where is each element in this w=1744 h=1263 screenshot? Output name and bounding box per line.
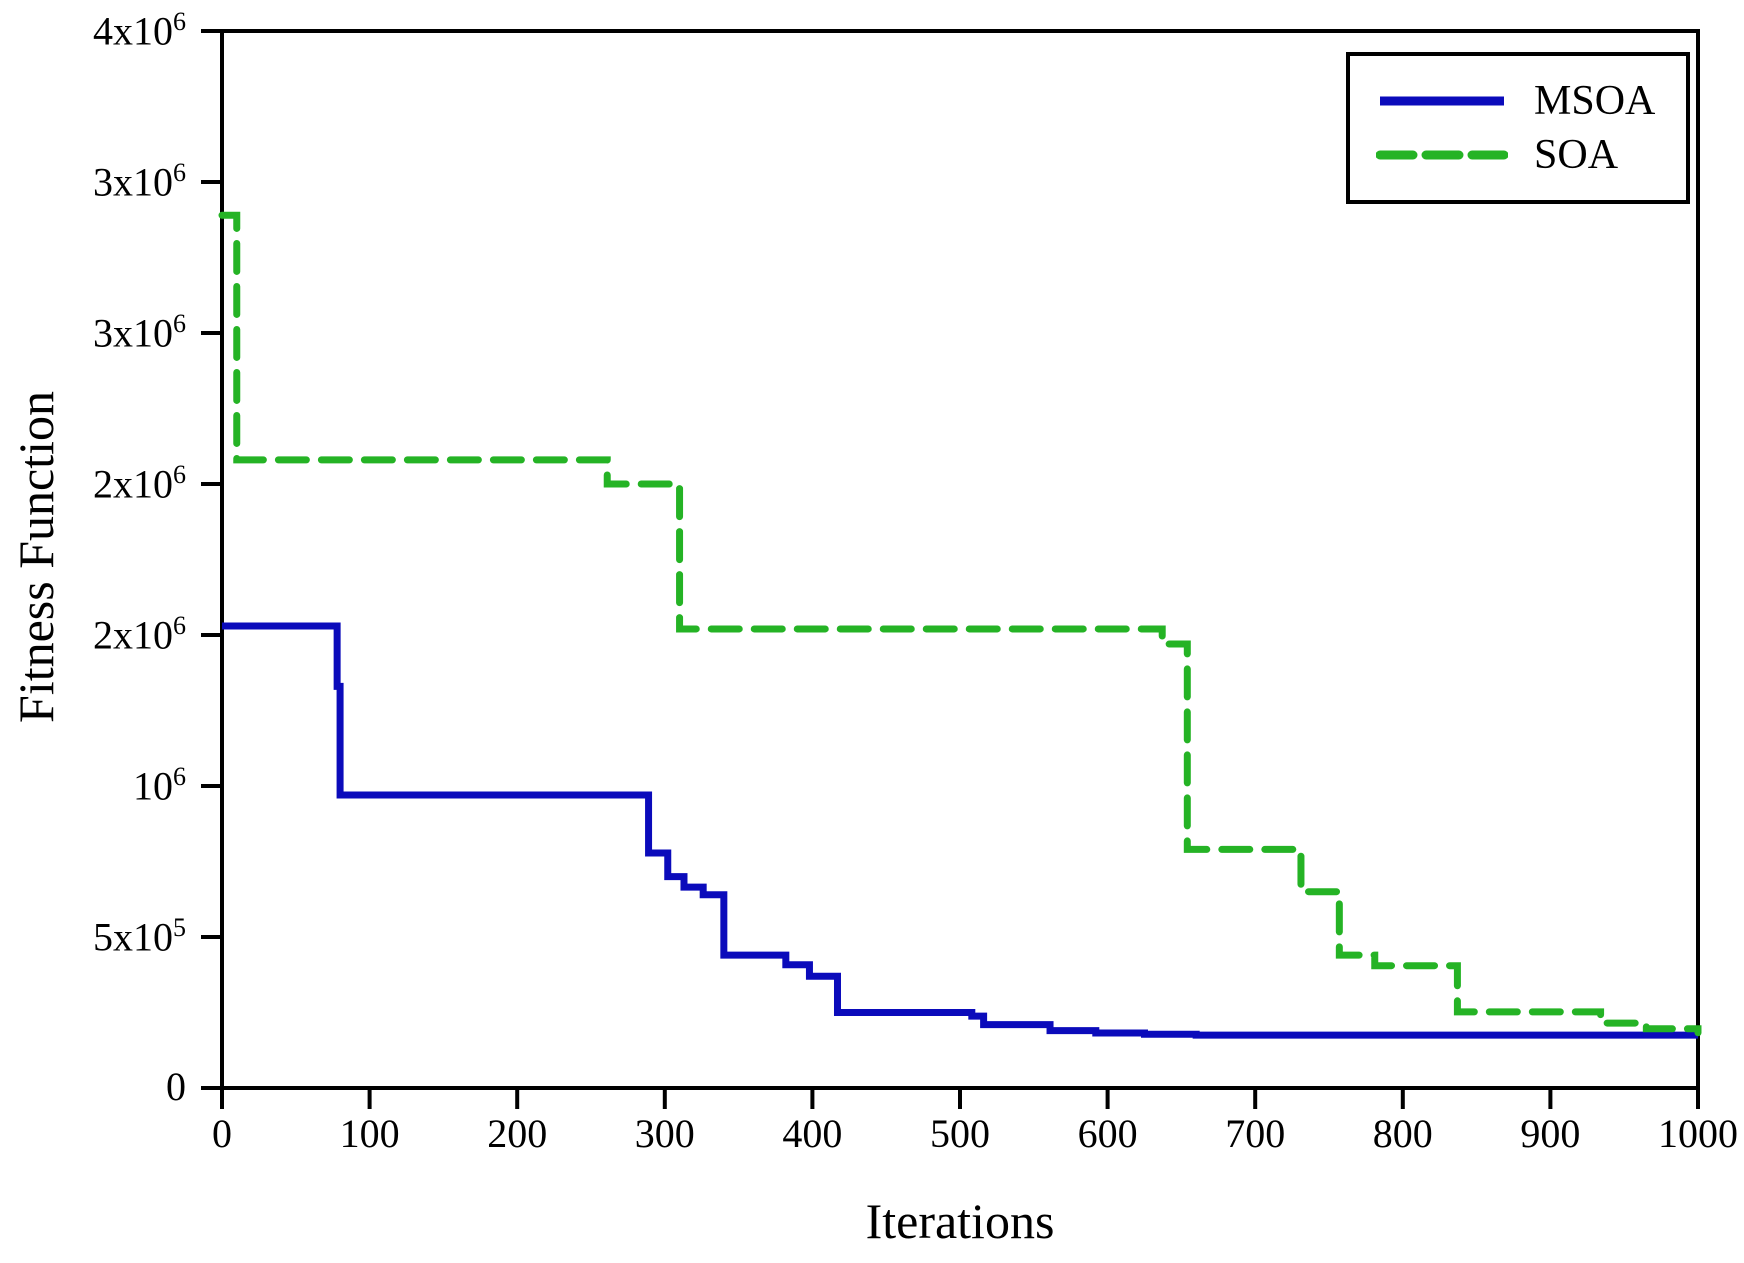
x-tick-label: 500 bbox=[930, 1111, 990, 1156]
y-tick-label: 3x106 bbox=[93, 157, 186, 205]
soa-line-sample bbox=[1376, 150, 1508, 160]
x-tick-label: 200 bbox=[487, 1111, 548, 1156]
legend-entry-msoa: MSOA bbox=[1376, 78, 1686, 124]
y-tick-label: 4x106 bbox=[93, 6, 186, 54]
plot-border bbox=[220, 29, 1700, 1090]
legend-label-msoa: MSOA bbox=[1534, 78, 1656, 124]
y-tick-label: 5x105 bbox=[93, 912, 186, 960]
x-tick-label: 600 bbox=[1077, 1111, 1138, 1156]
y-tick-label: 2x106 bbox=[93, 610, 186, 658]
y-tick-label: 0 bbox=[166, 1064, 186, 1110]
x-tick-label: 900 bbox=[1520, 1111, 1581, 1156]
legend-entry-soa: SOA bbox=[1376, 132, 1686, 178]
y-axis-title: Fitness Function bbox=[8, 391, 64, 723]
x-tick-label: 300 bbox=[634, 1111, 695, 1156]
x-tick-label: 400 bbox=[782, 1111, 843, 1156]
soa-line bbox=[218, 211, 1702, 1037]
msoa-line-sample bbox=[1380, 96, 1504, 106]
x-tick-label: 700 bbox=[1225, 1111, 1286, 1156]
y-tick-label: 2x106 bbox=[93, 459, 186, 507]
y-tick-label: 106 bbox=[133, 761, 186, 809]
msoa-line bbox=[222, 622, 1698, 1039]
legend: MSOA SOA bbox=[1346, 52, 1690, 204]
x-tick-label: 1000 bbox=[1658, 1111, 1738, 1156]
x-axis-title: Iterations bbox=[865, 1193, 1055, 1249]
y-tick-label: 3x106 bbox=[93, 308, 186, 356]
legend-label-soa: SOA bbox=[1534, 132, 1619, 178]
x-tick-label: 0 bbox=[212, 1111, 232, 1156]
x-tick-label: 100 bbox=[339, 1111, 400, 1156]
x-tick-label: 800 bbox=[1372, 1111, 1433, 1156]
